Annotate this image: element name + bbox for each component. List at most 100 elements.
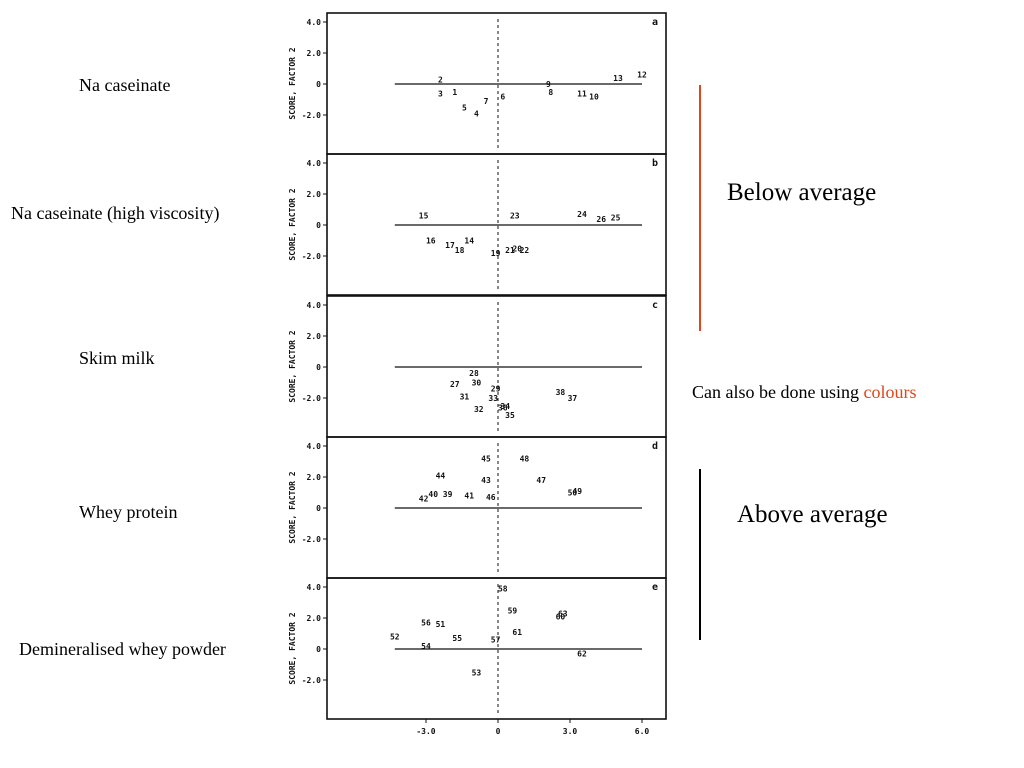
data-point-62: 62 bbox=[577, 650, 587, 659]
data-point-33: 33 bbox=[488, 394, 498, 403]
data-point-61: 61 bbox=[512, 628, 522, 637]
data-point-55: 55 bbox=[452, 634, 462, 643]
data-point-58: 58 bbox=[498, 585, 508, 594]
data-point-53: 53 bbox=[472, 668, 482, 677]
panel-letter: c bbox=[652, 300, 658, 311]
y-tick-label: -2.0 bbox=[302, 111, 321, 120]
data-point-25: 25 bbox=[611, 213, 621, 222]
x-tick-label: 3.0 bbox=[563, 727, 578, 736]
data-point-57: 57 bbox=[491, 636, 501, 645]
label-demineralised-whey-powder: Demineralised whey powder bbox=[19, 639, 226, 659]
data-point-15: 15 bbox=[419, 212, 429, 221]
data-point-50: 50 bbox=[568, 489, 578, 498]
y-tick-label: 2.0 bbox=[307, 473, 322, 482]
y-tick-label: 0 bbox=[316, 645, 321, 654]
data-point-46: 46 bbox=[486, 493, 496, 502]
data-point-39: 39 bbox=[443, 490, 453, 499]
data-point-12: 12 bbox=[637, 71, 647, 80]
below-average-bar bbox=[699, 85, 701, 331]
above-average-bar bbox=[699, 469, 701, 640]
data-point-52: 52 bbox=[390, 633, 400, 642]
y-tick-label: -2.0 bbox=[302, 676, 321, 685]
data-point-10: 10 bbox=[589, 92, 599, 101]
y-tick-label: 0 bbox=[316, 80, 321, 89]
colours-note: Can also be done using colours bbox=[692, 382, 916, 403]
data-point-23: 23 bbox=[510, 212, 520, 221]
below-average-label: Below average bbox=[727, 179, 877, 206]
data-point-17: 17 bbox=[445, 241, 455, 250]
data-point-27: 27 bbox=[450, 380, 460, 389]
y-tick-label: 2.0 bbox=[307, 614, 322, 623]
data-point-43: 43 bbox=[481, 476, 491, 485]
data-point-36: 36 bbox=[498, 403, 508, 412]
y-tick-label: 4.0 bbox=[307, 301, 322, 310]
data-point-40: 40 bbox=[428, 490, 438, 499]
y-tick-label: 4.0 bbox=[307, 159, 322, 168]
label-na-caseinate-high-viscosity: Na caseinate (high viscosity) bbox=[11, 203, 220, 223]
label-skim-milk: Skim milk bbox=[79, 348, 155, 368]
colours-note-prefix: Can also be done using bbox=[692, 382, 864, 402]
data-point-30: 30 bbox=[472, 379, 482, 388]
panel-letter: a bbox=[652, 17, 658, 28]
data-point-35: 35 bbox=[505, 411, 515, 420]
data-point-44: 44 bbox=[436, 471, 446, 480]
colours-note-highlight: colours bbox=[863, 382, 917, 402]
data-point-51: 51 bbox=[436, 620, 446, 629]
data-point-8: 8 bbox=[548, 88, 553, 97]
data-point-13: 13 bbox=[613, 74, 623, 83]
data-point-63: 63 bbox=[558, 609, 568, 618]
data-point-22: 22 bbox=[520, 246, 530, 255]
data-point-42: 42 bbox=[419, 495, 429, 504]
label-na-caseinate: Na caseinate bbox=[79, 75, 171, 95]
data-point-3: 3 bbox=[438, 89, 443, 98]
data-point-7: 7 bbox=[484, 97, 489, 106]
y-axis-label: SCORE, FACTOR 2 bbox=[288, 612, 297, 684]
data-point-2: 2 bbox=[438, 75, 443, 84]
data-point-59: 59 bbox=[508, 606, 518, 615]
data-point-45: 45 bbox=[481, 454, 491, 463]
x-tick-label: -3.0 bbox=[416, 727, 435, 736]
data-point-29: 29 bbox=[491, 385, 501, 394]
panel-letter: b bbox=[652, 158, 658, 169]
data-point-24: 24 bbox=[577, 210, 587, 219]
x-tick-label: 0 bbox=[496, 727, 501, 736]
y-axis-label: SCORE, FACTOR 2 bbox=[288, 47, 297, 119]
y-tick-label: -2.0 bbox=[302, 535, 321, 544]
data-point-14: 14 bbox=[464, 237, 474, 246]
data-point-16: 16 bbox=[426, 237, 436, 246]
y-axis-label: SCORE, FACTOR 2 bbox=[288, 471, 297, 543]
data-point-31: 31 bbox=[460, 392, 470, 401]
data-point-26: 26 bbox=[596, 215, 606, 224]
data-point-60: 60 bbox=[556, 612, 566, 621]
data-point-28: 28 bbox=[469, 369, 479, 378]
data-point-6: 6 bbox=[500, 92, 505, 101]
data-point-48: 48 bbox=[520, 454, 530, 463]
data-point-21: 21 bbox=[505, 246, 515, 255]
data-point-47: 47 bbox=[536, 476, 546, 485]
above-average-label: Above average bbox=[737, 501, 888, 528]
x-tick-label: 6.0 bbox=[635, 727, 650, 736]
data-point-20: 20 bbox=[512, 244, 522, 253]
data-point-1: 1 bbox=[452, 88, 457, 97]
data-point-38: 38 bbox=[556, 388, 566, 397]
data-point-49: 49 bbox=[572, 487, 582, 496]
y-tick-label: 4.0 bbox=[307, 583, 322, 592]
data-point-32: 32 bbox=[474, 405, 484, 414]
data-point-18: 18 bbox=[455, 246, 465, 255]
y-tick-label: 2.0 bbox=[307, 190, 322, 199]
data-point-5: 5 bbox=[462, 103, 467, 112]
y-tick-label: 0 bbox=[316, 363, 321, 372]
data-point-11: 11 bbox=[577, 89, 587, 98]
data-point-9: 9 bbox=[546, 80, 551, 89]
y-tick-label: 4.0 bbox=[307, 442, 322, 451]
data-point-37: 37 bbox=[568, 394, 578, 403]
data-point-56: 56 bbox=[421, 619, 431, 628]
data-point-4: 4 bbox=[474, 109, 479, 118]
y-tick-label: 0 bbox=[316, 504, 321, 513]
y-axis-label: SCORE, FACTOR 2 bbox=[288, 188, 297, 260]
